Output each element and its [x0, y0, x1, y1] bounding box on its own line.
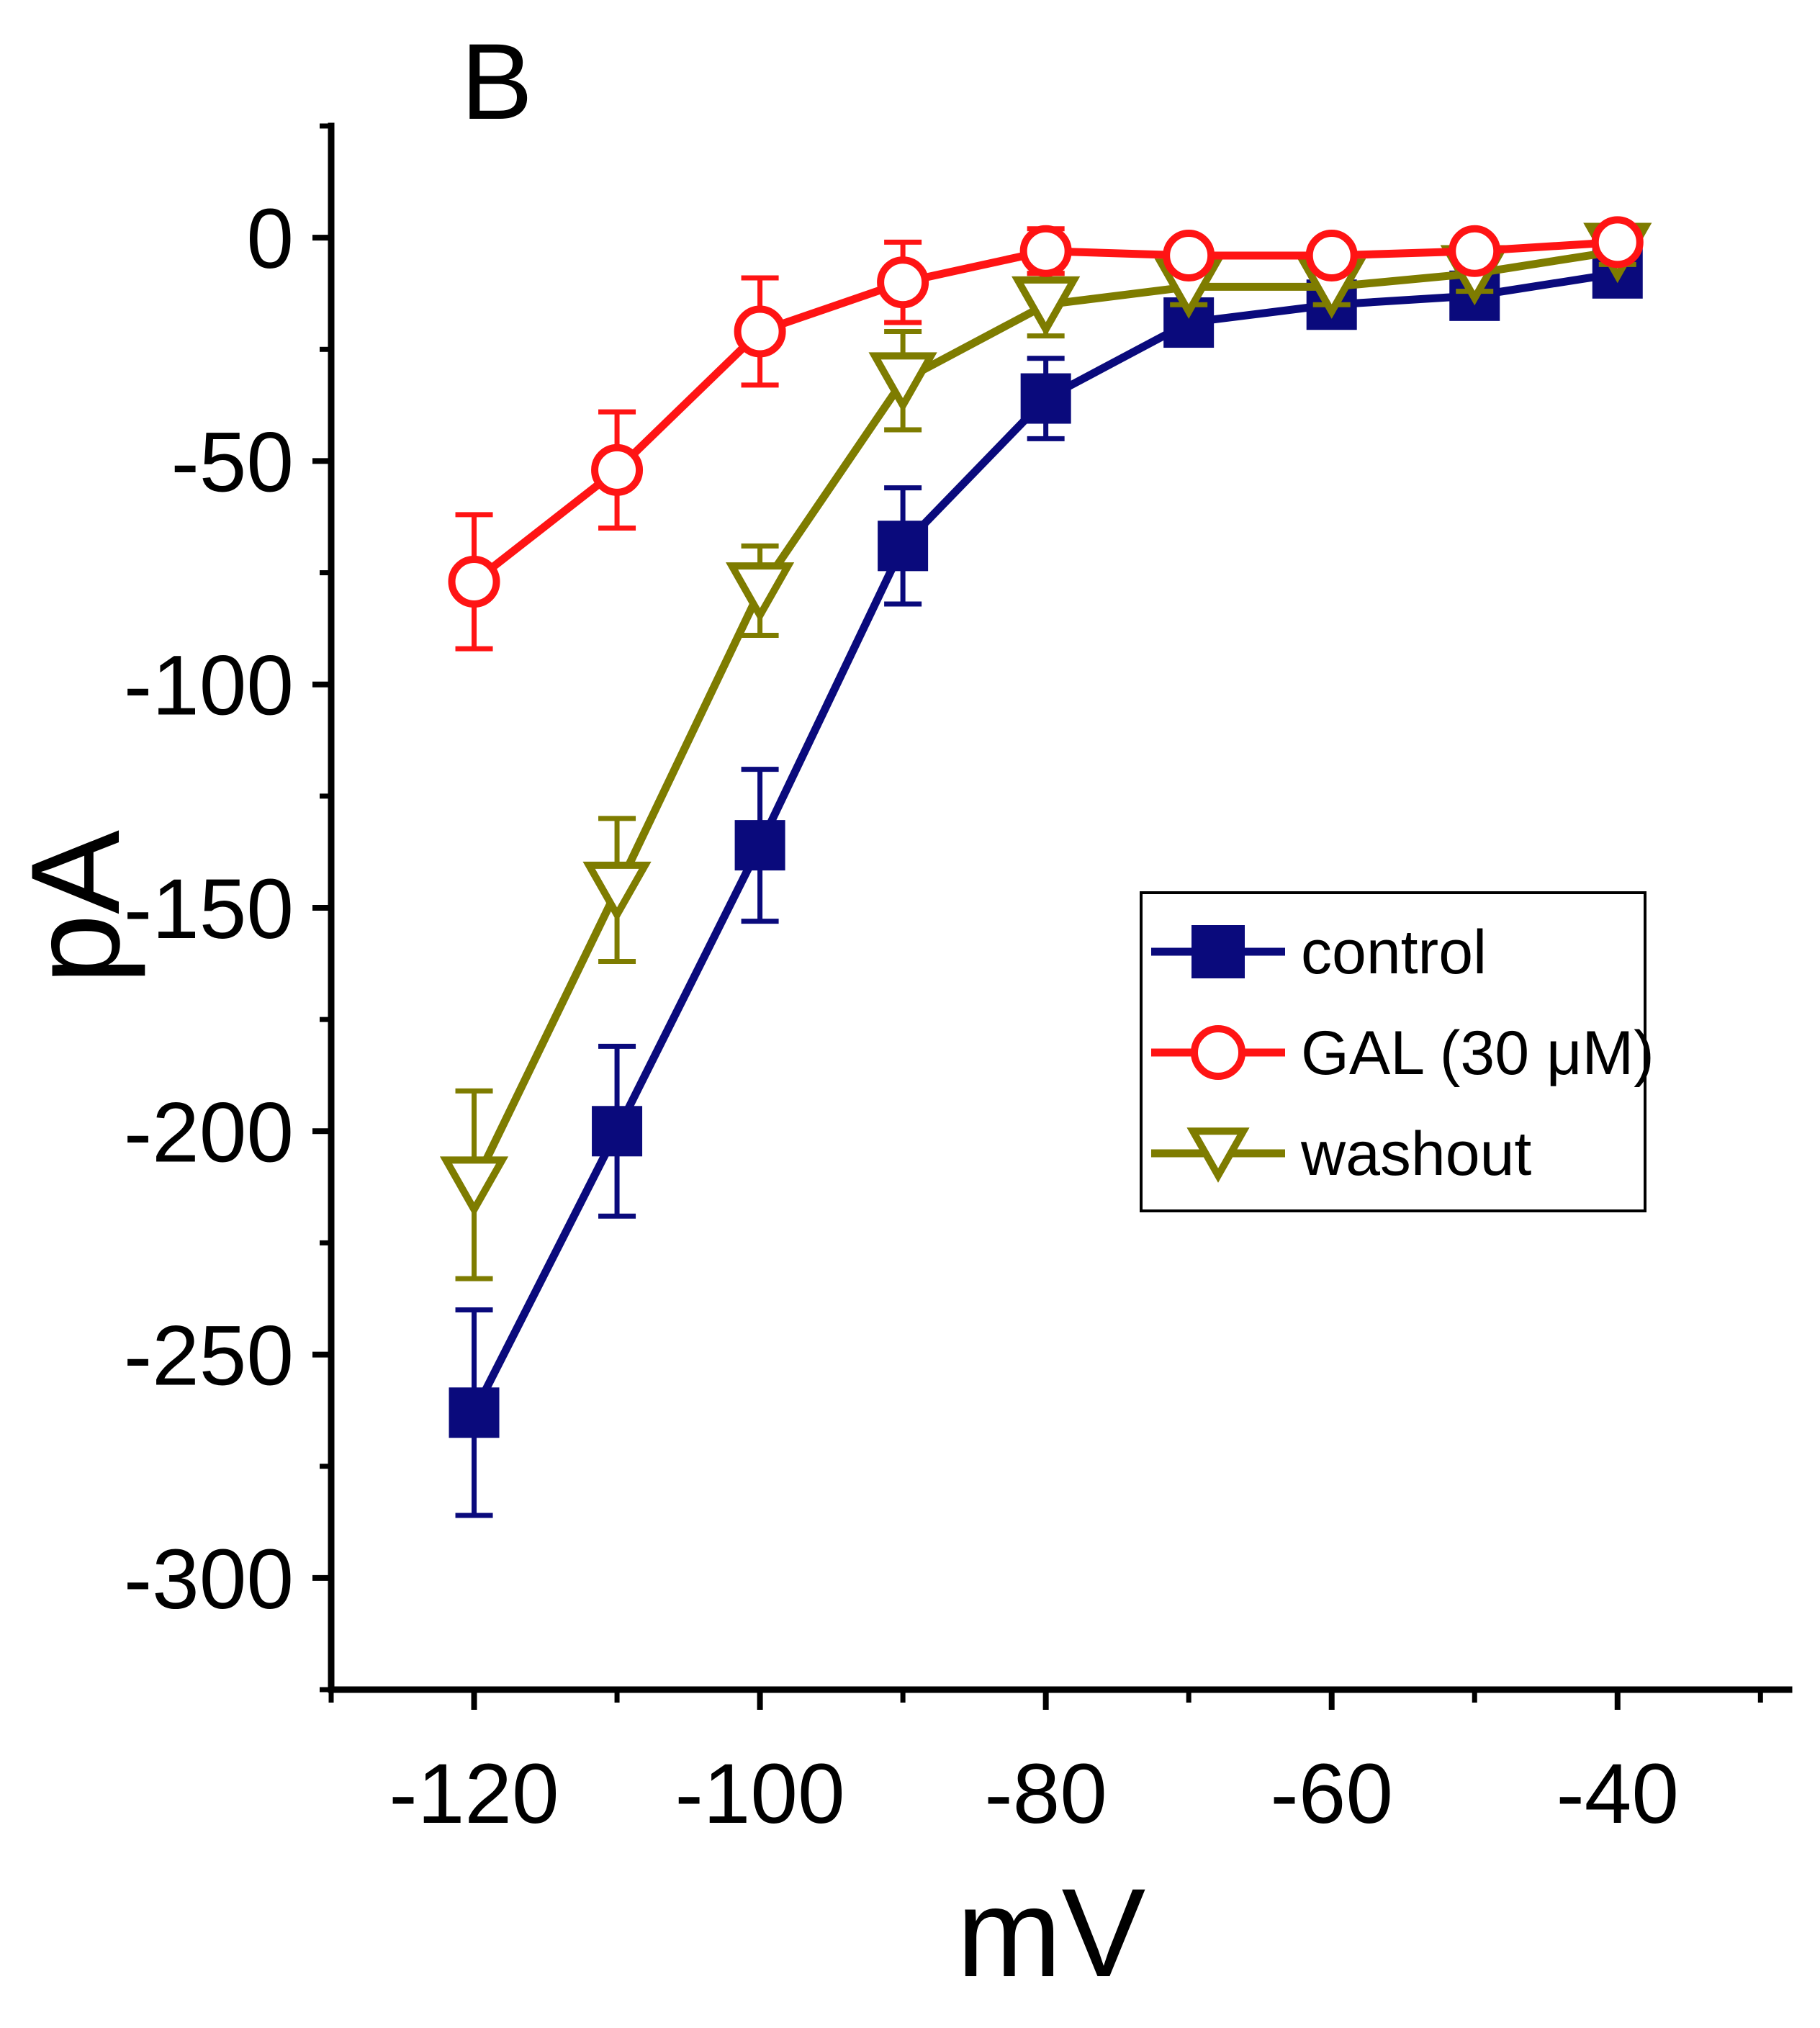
x-axis-title: mV	[957, 1863, 1146, 2004]
data-point	[1191, 925, 1245, 978]
y-tick-label: -150	[124, 862, 294, 957]
data-point	[1191, 1025, 1245, 1080]
y-tick-label: -100	[124, 639, 294, 734]
data-point	[582, 861, 652, 922]
y-axis-title: pA	[6, 830, 146, 984]
data-point	[1163, 229, 1215, 281]
x-tick-label: -100	[675, 1747, 844, 1842]
legend-label: GAL (30 μM)	[1301, 1019, 1654, 1088]
legend-item: washout	[1151, 1119, 1531, 1189]
x-tick-label: -120	[389, 1747, 559, 1842]
legend-item: control	[1151, 918, 1487, 987]
data-point	[725, 562, 795, 623]
y-tick-label: -250	[124, 1309, 294, 1404]
x-tick-label: -40	[1556, 1747, 1679, 1842]
x-tick-label: -80	[984, 1747, 1107, 1842]
y-tick-label: -200	[124, 1085, 294, 1180]
data-point	[1591, 216, 1644, 269]
data-point	[439, 1156, 509, 1217]
data-point	[878, 520, 929, 572]
data-point	[1305, 229, 1358, 281]
data-point	[449, 1387, 500, 1438]
data-point	[734, 820, 785, 871]
y-tick-label: -300	[124, 1532, 294, 1627]
data-point	[1186, 1127, 1250, 1183]
legend-label: washout	[1300, 1119, 1531, 1189]
y-tick-label: 0	[246, 191, 294, 287]
series-layer	[439, 216, 1652, 1518]
data-point	[1020, 373, 1071, 424]
data-point	[1012, 276, 1081, 337]
data-point	[734, 305, 786, 358]
data-point	[868, 352, 937, 413]
data-point	[877, 256, 929, 309]
x-tick-label: -60	[1270, 1747, 1393, 1842]
legend: control GAL (30 μM) washout	[1140, 891, 1654, 1212]
series-washout	[439, 222, 1652, 1281]
panel-label: B	[461, 21, 533, 142]
series-gal	[448, 216, 1644, 652]
data-point	[592, 1106, 643, 1157]
y-tick-label: -50	[171, 415, 294, 510]
data-point	[591, 443, 644, 496]
legend-label: control	[1301, 918, 1487, 987]
data-point	[1449, 225, 1501, 277]
legend-item: GAL (30 μM)	[1151, 1019, 1654, 1088]
data-point	[1019, 225, 1072, 277]
data-point	[448, 555, 500, 608]
axes: 0 -50 -100 -150 -200 -250 -300 -120 -100 -80 -60 -4…	[124, 122, 1793, 1842]
